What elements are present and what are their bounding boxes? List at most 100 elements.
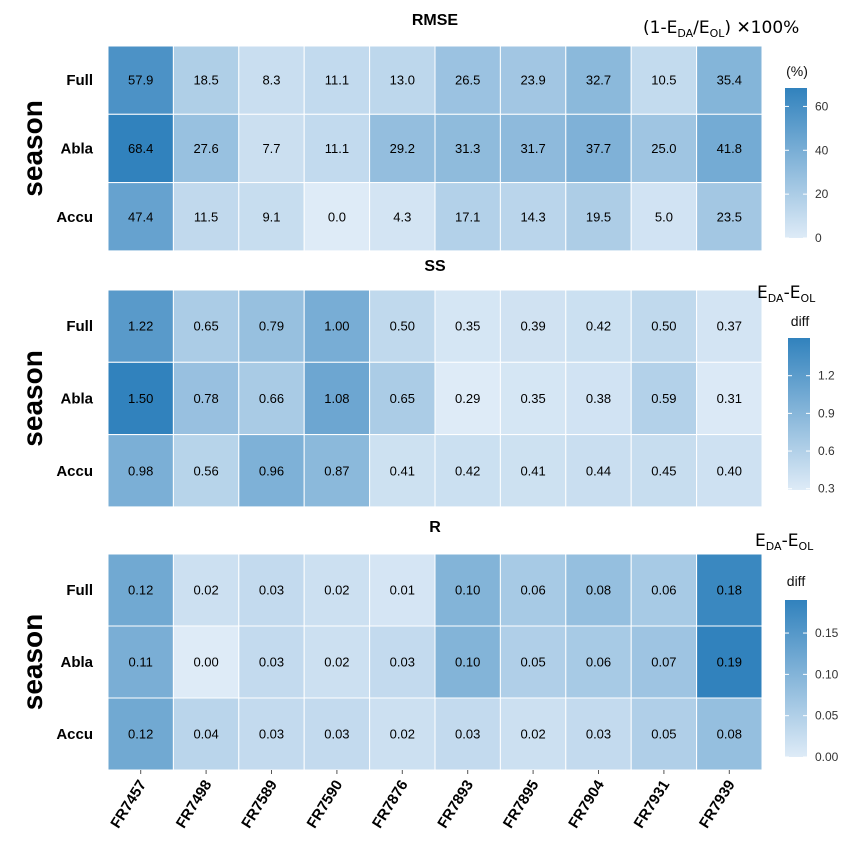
- legend-tick-label: 1.2: [818, 369, 835, 383]
- heatmap-cell: [434, 45, 501, 115]
- heatmap-cell: [565, 434, 632, 508]
- legend-colorbar: [785, 88, 807, 238]
- cell-value-label: 14.3: [520, 209, 545, 224]
- cell-value-label: 7.7: [262, 141, 280, 156]
- cell-value-label: 0.35: [520, 391, 545, 406]
- heatmap-cell: [238, 45, 305, 115]
- x-category-label: FR7939: [696, 777, 739, 831]
- cell-value-label: 0.00: [193, 655, 218, 670]
- cell-value-label: 18.5: [193, 73, 218, 88]
- legend-tick-label: 0.6: [818, 444, 835, 458]
- cell-value-label: 0.41: [520, 463, 545, 478]
- heatmap-cell: [172, 697, 240, 771]
- cell-value-label: 31.7: [520, 141, 545, 156]
- cell-value-label: 0.0: [328, 209, 346, 224]
- cell-value-label: 1.00: [324, 319, 349, 334]
- heatmap-cell: [369, 361, 436, 436]
- heatmap-cell: [369, 434, 436, 508]
- panel-title: SS: [424, 258, 446, 275]
- y-axis-title: season: [17, 350, 48, 447]
- heatmap-cell: [696, 45, 763, 115]
- legend-title: diff: [787, 573, 806, 589]
- heatmap-cell: [369, 289, 436, 363]
- legend-tick-label: 0: [815, 231, 822, 245]
- heatmap-cell: [172, 182, 240, 252]
- cell-value-label: 26.5: [455, 73, 480, 88]
- heatmap-cell: [303, 45, 371, 115]
- cell-value-label: 0.96: [259, 463, 284, 478]
- cell-value-label: 0.35: [455, 319, 480, 334]
- row-label: Full: [66, 318, 93, 335]
- heatmap-cell: [696, 289, 763, 363]
- legend-tick-label: 0.00: [815, 750, 839, 764]
- x-category-label: FR7876: [369, 777, 412, 831]
- row-label: Full: [66, 582, 93, 599]
- heatmap-cell: [565, 182, 632, 252]
- cell-value-label: 0.87: [324, 463, 349, 478]
- heatmap-cell: [238, 289, 305, 363]
- x-category-label: FR7893: [434, 777, 477, 831]
- legend-title: (%): [786, 63, 808, 79]
- cell-value-label: 0.03: [259, 727, 284, 742]
- heatmap-cell: [172, 289, 240, 363]
- panel-title: RMSE: [412, 12, 459, 29]
- x-category-label: FR7931: [631, 777, 674, 831]
- cell-value-label: 0.19: [717, 655, 742, 670]
- legend-tick-label: 0.9: [818, 406, 835, 420]
- x-category-label: FR7904: [565, 777, 608, 832]
- heatmap-cell: [303, 434, 371, 508]
- legend-tick-label: 0.05: [815, 709, 839, 723]
- cell-value-label: 0.08: [717, 727, 742, 742]
- heatmap-cell: [107, 45, 174, 115]
- cell-value-label: 0.59: [651, 391, 676, 406]
- cell-value-label: 35.4: [717, 73, 742, 88]
- cell-value-label: 10.5: [651, 73, 676, 88]
- cell-value-label: 0.03: [259, 583, 284, 598]
- heatmap-cell: [369, 182, 436, 252]
- heatmap-cell: [696, 625, 763, 699]
- row-label: Accu: [56, 726, 93, 743]
- cell-value-label: 23.5: [717, 209, 742, 224]
- cell-value-label: 23.9: [520, 73, 545, 88]
- legend-colorbar: [788, 338, 810, 490]
- heatmap-cell: [107, 553, 174, 627]
- heatmap-cell: [238, 625, 305, 699]
- x-category-label: FR7589: [238, 777, 281, 831]
- heatmap-cell: [434, 553, 501, 627]
- heatmap-cell: [107, 182, 174, 252]
- cell-value-label: 29.2: [390, 141, 415, 156]
- row-label: Accu: [56, 209, 93, 226]
- cell-value-label: 0.07: [651, 655, 676, 670]
- cell-value-label: 37.7: [586, 141, 611, 156]
- heatmap-cell: [369, 553, 436, 627]
- cell-value-label: 0.02: [324, 583, 349, 598]
- cell-value-label: 57.9: [128, 73, 153, 88]
- cell-value-label: 0.08: [586, 583, 611, 598]
- cell-value-label: 0.06: [520, 583, 545, 598]
- cell-value-label: 0.05: [651, 727, 676, 742]
- cell-value-label: 0.12: [128, 583, 153, 598]
- legend-tick-label: 20: [815, 187, 829, 201]
- heatmap-cell: [565, 45, 632, 115]
- heatmap-cell: [303, 697, 371, 771]
- cell-value-label: 0.66: [259, 391, 284, 406]
- cell-value-label: 0.02: [520, 727, 545, 742]
- heatmap-panel-r: R 0.12 0.02 0.03 0.02 0.01 0.10 0.06 0.08 0.06 0.1…: [17, 519, 839, 771]
- formula-annotation: (1-EDA/EOL) ✕100%: [643, 18, 799, 40]
- cell-value-label: 0.41: [390, 463, 415, 478]
- x-category-label: FR7498: [173, 777, 216, 831]
- heatmap-cell: [696, 113, 763, 184]
- cell-value-label: 0.03: [586, 727, 611, 742]
- cell-value-label: 0.02: [193, 583, 218, 598]
- cell-value-label: 0.44: [586, 463, 611, 478]
- cell-value-label: 0.37: [717, 319, 742, 334]
- heatmap-cell: [172, 45, 240, 115]
- heatmap-cell: [630, 697, 698, 771]
- heatmap-cell: [303, 113, 371, 184]
- heatmap-cell: [107, 434, 174, 508]
- row-label: Abla: [60, 390, 93, 407]
- heatmap-cell: [565, 625, 632, 699]
- cell-value-label: 31.3: [455, 141, 480, 156]
- cell-value-label: 0.01: [390, 583, 415, 598]
- cell-value-label: 0.18: [717, 583, 742, 598]
